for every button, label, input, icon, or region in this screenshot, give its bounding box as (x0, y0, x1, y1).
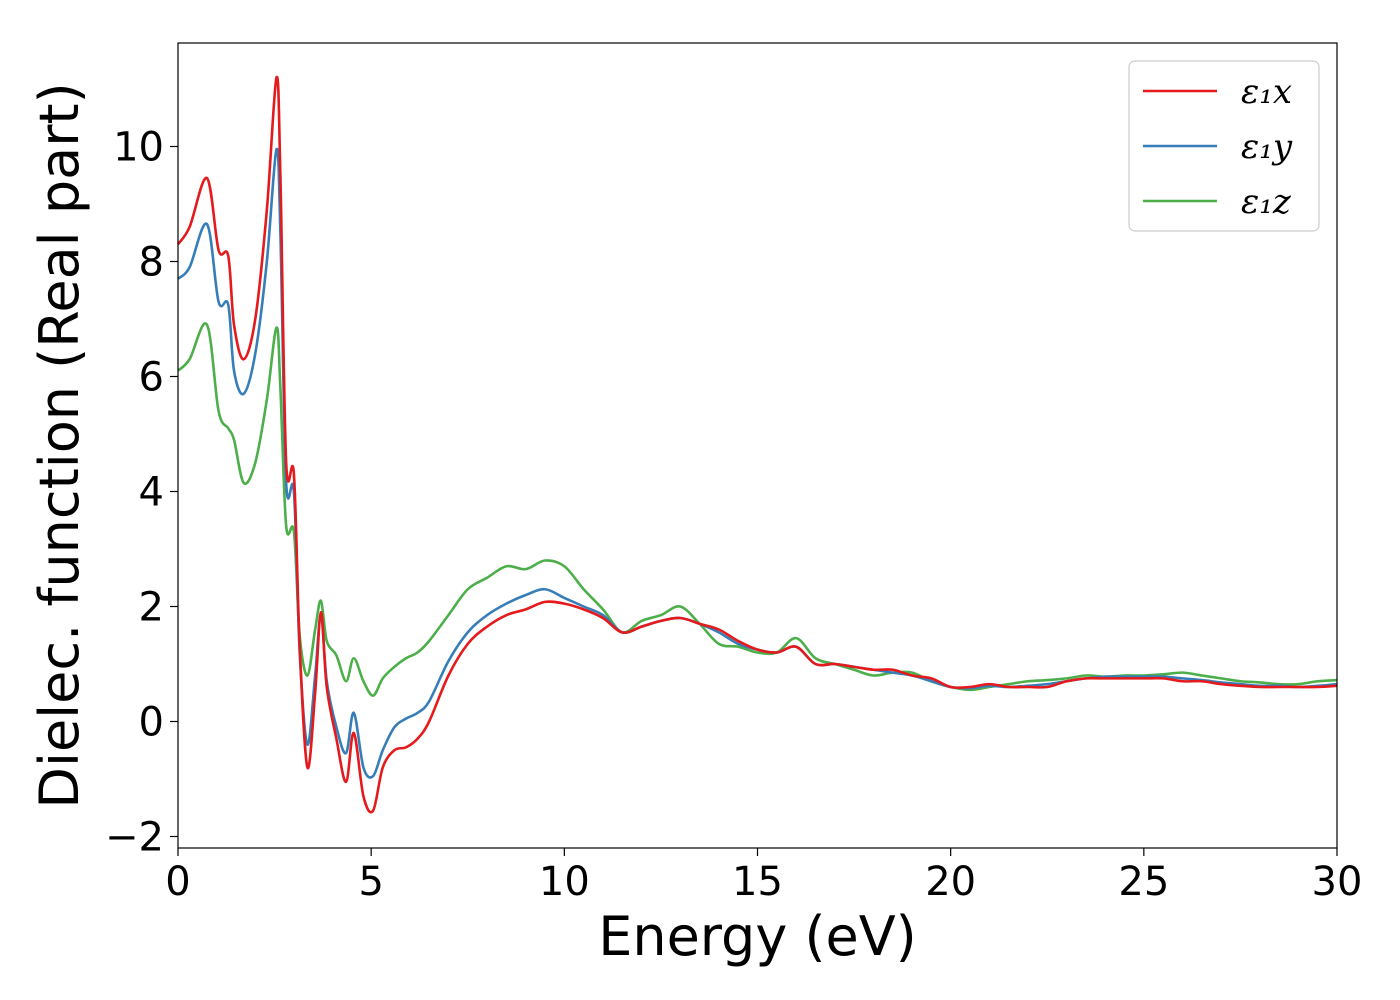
y-tick-label: 8 (139, 240, 164, 286)
y-tick-label: −2 (105, 815, 164, 861)
y-axis-label: Dielec. function (Real part) (28, 82, 91, 808)
plot-frame (177, 42, 1338, 849)
y-tick-label: 0 (139, 700, 164, 746)
y-tick-label: 2 (139, 585, 164, 631)
series-line-3 (177, 322, 1338, 697)
x-tick-label: 15 (732, 859, 783, 905)
x-tick-label: 30 (1312, 859, 1363, 905)
x-tick-label: 10 (539, 859, 590, 905)
y-tick-label: 4 (139, 470, 164, 516)
y-tick-label: 6 (139, 355, 164, 401)
x-tick-label: 20 (925, 859, 976, 905)
x-axis-label: Energy (eV) (598, 905, 917, 968)
legend-label-3: ε₁z (1241, 182, 1292, 222)
legend-label-2: ε₁y (1241, 127, 1293, 167)
series-lines (176, 75, 1338, 814)
x-tick-label: 5 (358, 859, 383, 905)
legend-label-1: ε₁x (1241, 72, 1292, 112)
legend-box (1128, 60, 1320, 232)
series-line-1 (176, 75, 1338, 814)
x-tick-label: 25 (1118, 859, 1169, 905)
legend: ε₁x ε₁y ε₁z (1128, 60, 1320, 232)
y-tick-label: 10 (113, 125, 164, 171)
x-tick-label: 0 (165, 859, 190, 905)
